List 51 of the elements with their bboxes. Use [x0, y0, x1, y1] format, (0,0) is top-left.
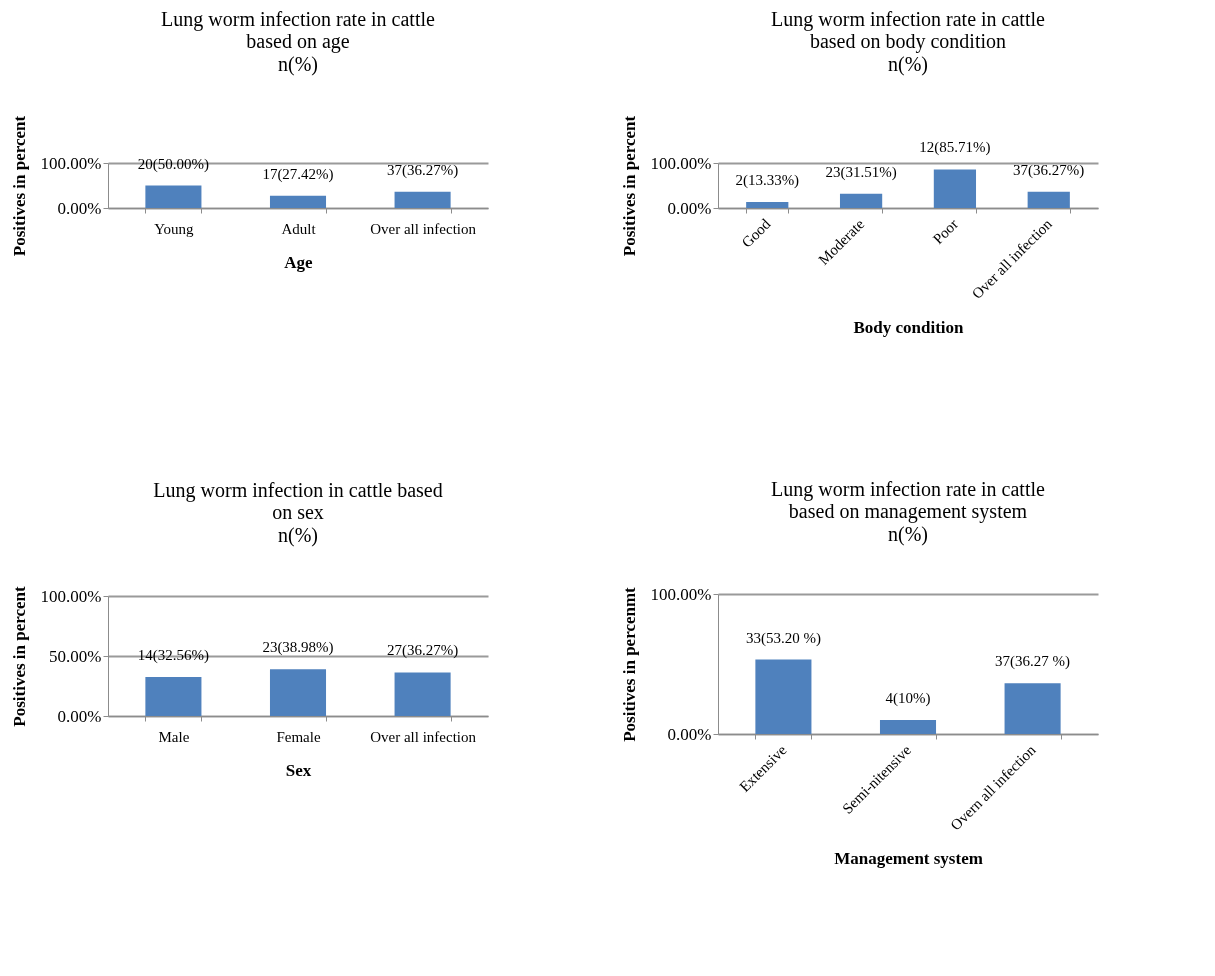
- x-tick-label: Young: [154, 220, 195, 237]
- bar: [839, 193, 883, 208]
- bar: [879, 720, 937, 734]
- bar: [1004, 683, 1061, 734]
- data-label: 12(85.71%): [919, 139, 991, 157]
- x-tick-label: Over all infection: [370, 220, 477, 237]
- chart-subtitle: n(%): [278, 53, 318, 77]
- bar: [746, 202, 789, 208]
- y-tick-label: 100.00%: [650, 153, 712, 173]
- x-tick-label: Male: [158, 728, 190, 745]
- data-label: 37(36.27 %): [995, 653, 1071, 671]
- y-tick-label: 0.00%: [667, 198, 712, 218]
- data-label: 37(36.27%): [386, 161, 459, 179]
- y-axis-title: Positives in percent: [9, 115, 29, 257]
- y-tick-label: 50.00%: [49, 646, 102, 666]
- y-tick-label: 0.00%: [57, 198, 102, 218]
- bar: [269, 195, 327, 208]
- y-tick-label: 100.00%: [40, 586, 102, 606]
- bar: [933, 169, 977, 208]
- data-label: 23(38.98%): [262, 639, 334, 657]
- chart-subtitle: n(%): [278, 523, 318, 547]
- data-label: 33(53.20 %): [745, 629, 821, 647]
- bar: [394, 191, 451, 208]
- y-tick-label: 0.00%: [57, 706, 102, 726]
- data-label: 17(27.42%): [262, 165, 334, 183]
- x-tick-label: Adult: [281, 220, 317, 237]
- bar: [145, 185, 202, 208]
- data-label: 14(32.56%): [137, 646, 210, 664]
- x-axis-title: Age: [284, 252, 314, 272]
- x-tick-label: Female: [276, 728, 321, 745]
- x-axis-title: Body condition: [853, 317, 965, 337]
- x-axis-title: Management system: [834, 849, 983, 869]
- chart-subtitle: n(%): [888, 523, 928, 546]
- y-axis-title: Positives in percent: [9, 585, 29, 727]
- data-label: 2(13.33%): [735, 172, 800, 189]
- x-axis-title: Sex: [285, 760, 312, 780]
- bar: [755, 659, 812, 734]
- y-tick-label: 100.00%: [40, 153, 102, 173]
- x-tick-label: Poor: [929, 215, 962, 248]
- data-label: 37(36.27%): [1013, 161, 1085, 179]
- y-tick-label: 100.00%: [650, 584, 712, 604]
- bar: [1027, 191, 1070, 208]
- data-label: 23(31.51%): [825, 163, 897, 181]
- data-label: 4(10%): [885, 690, 931, 707]
- y-axis-title: Positives in percent: [619, 115, 639, 257]
- data-label: 20(50.00%): [137, 155, 210, 173]
- chart-subtitle: n(%): [888, 53, 928, 77]
- y-axis-title: Positives in percenmt: [619, 586, 639, 742]
- data-label: 27(36.27%): [386, 642, 459, 660]
- x-tick-label: Over all infection: [370, 728, 477, 745]
- y-tick-label: 0.00%: [667, 724, 712, 744]
